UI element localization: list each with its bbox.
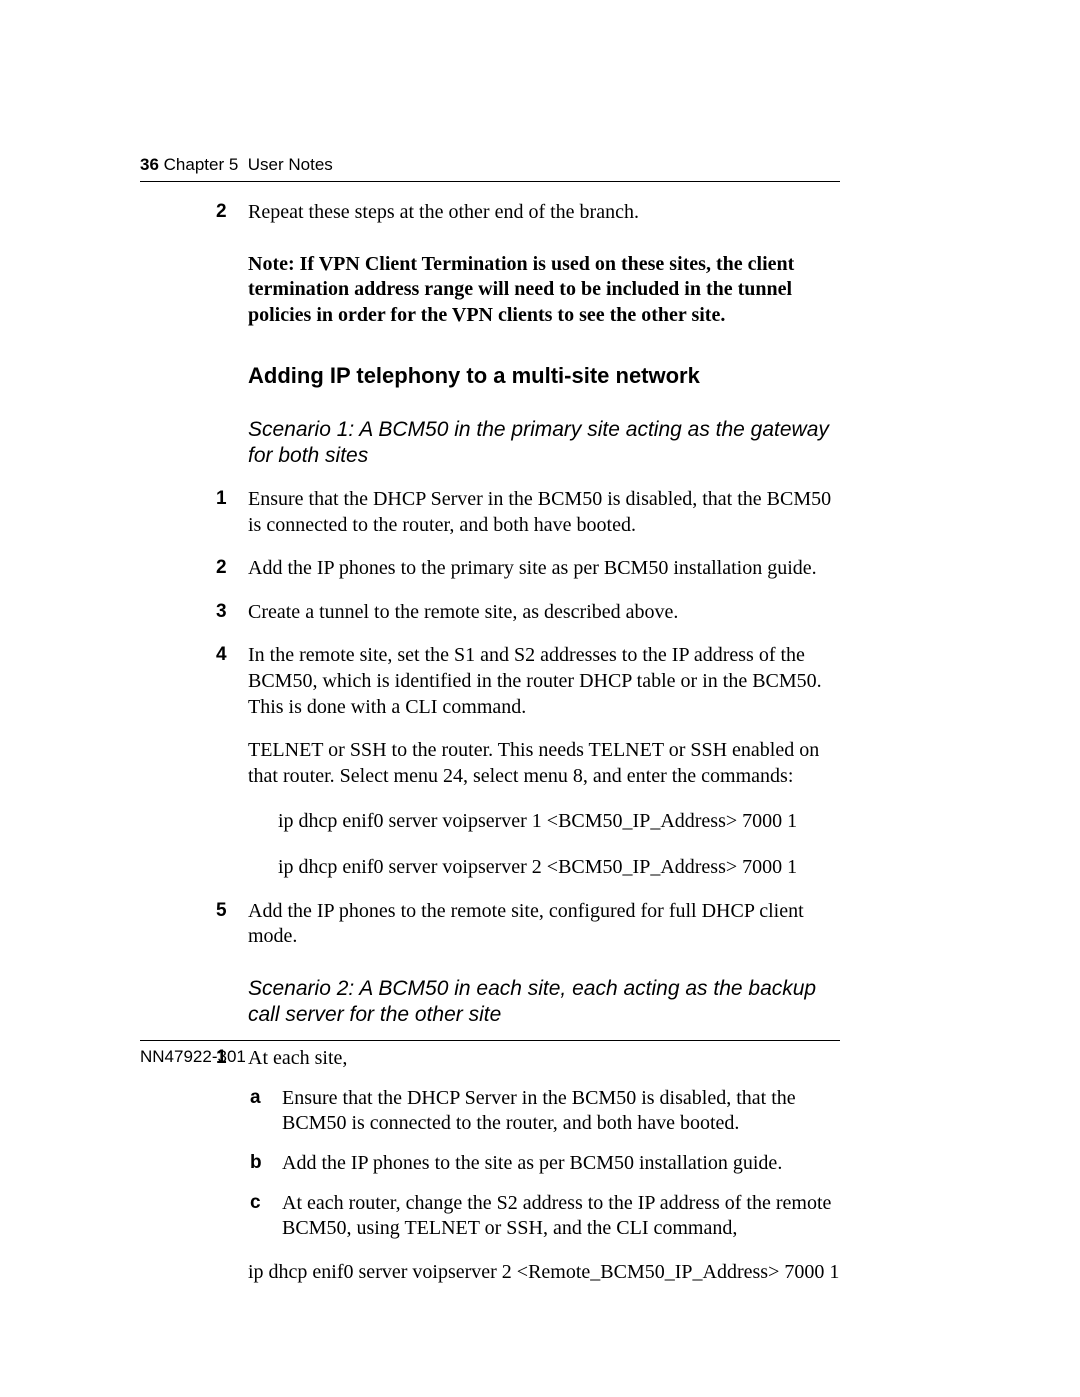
list-item: 2 Repeat these steps at the other end of… [248,200,840,226]
sublist-text: Ensure that the DHCP Server in the BCM50… [282,1087,796,1135]
list-marker: 3 [216,600,227,624]
list-text: Repeat these steps at the other end of t… [248,201,639,223]
chapter-title: User Notes [248,155,333,174]
heading-level-2: Adding IP telephony to a multi-site netw… [248,362,840,390]
sublist-item: a Ensure that the DHCP Server in the BCM… [282,1086,840,1137]
list-item: 2 Add the IP phones to the primary site … [248,556,840,582]
body: 2 Repeat these steps at the other end of… [248,200,840,1285]
list-text: Add the IP phones to the remote site, co… [248,900,804,948]
sublist-text: Add the IP phones to the site as per BCM… [282,1152,782,1174]
sublist-marker: c [250,1191,261,1215]
sublist-marker: b [250,1151,262,1175]
sublist-marker: a [250,1086,261,1110]
list-text: Create a tunnel to the remote site, as d… [248,601,678,623]
note-paragraph: Note: If VPN Client Termination is used … [248,252,840,329]
sublist-item: c At each router, change the S2 address … [282,1191,840,1242]
footer: NN47922-301 [140,1040,840,1067]
document-id: NN47922-301 [140,1047,840,1067]
list-marker: 2 [216,556,227,580]
header-rule [140,181,840,182]
cli-command: ip dhcp enif0 server voipserver 1 <BCM50… [278,809,840,835]
sublist-text: At each router, change the S2 address to… [282,1192,831,1240]
paragraph: TELNET or SSH to the router. This needs … [248,738,840,789]
sublist-item: b Add the IP phones to the site as per B… [282,1151,840,1177]
page-number: 36 [140,155,159,174]
list-marker: 2 [216,200,227,224]
running-header: 36 Chapter 5 User Notes [140,155,840,175]
list-marker: 1 [216,487,227,511]
scenario-1-heading: Scenario 1: A BCM50 in the primary site … [248,417,840,470]
cli-command: ip dhcp enif0 server voipserver 2 <Remot… [248,1260,840,1286]
page: 36 Chapter 5 User Notes 2 Repeat these s… [0,0,1080,1397]
cli-command: ip dhcp enif0 server voipserver 2 <BCM50… [278,855,840,881]
footer-rule [140,1040,840,1041]
list-marker: 5 [216,899,227,923]
list-item: 4 In the remote site, set the S1 and S2 … [248,643,840,720]
list-item: 5 Add the IP phones to the remote site, … [248,899,840,950]
content-area: 36 Chapter 5 User Notes 2 Repeat these s… [140,155,840,1285]
list-item: 3 Create a tunnel to the remote site, as… [248,600,840,626]
list-marker: 4 [216,643,227,667]
list-item: 1 Ensure that the DHCP Server in the BCM… [248,487,840,538]
list-text: Add the IP phones to the primary site as… [248,557,817,579]
list-text: In the remote site, set the S1 and S2 ad… [248,644,822,717]
scenario-2-heading: Scenario 2: A BCM50 in each site, each a… [248,976,840,1029]
list-text: Ensure that the DHCP Server in the BCM50… [248,488,831,536]
chapter-label: Chapter 5 [164,155,239,174]
